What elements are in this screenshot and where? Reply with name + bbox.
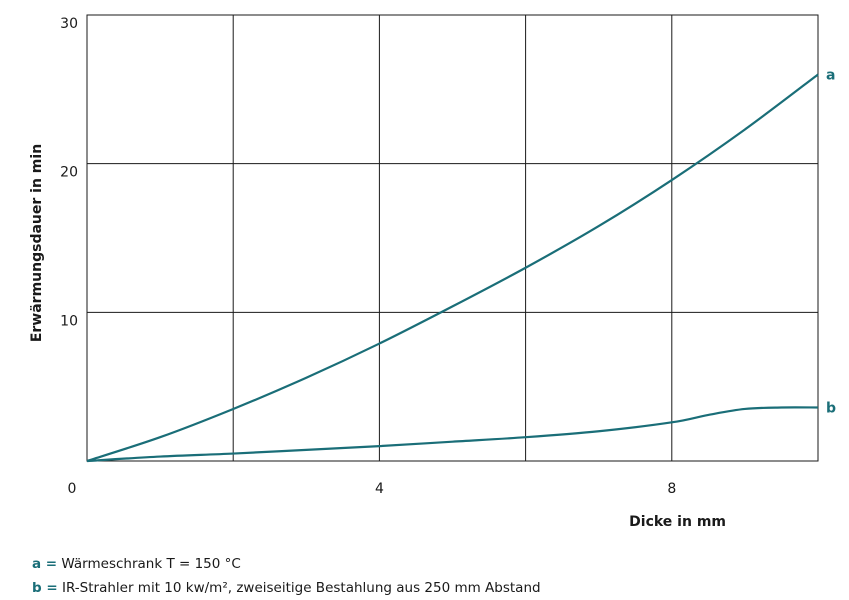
y-tick-labels: 10 20 30 [60, 16, 78, 329]
x-tick-label: 0 [68, 481, 77, 497]
legend-text-a: Wärmeschrank T = 150 °C [61, 556, 241, 572]
legend-item-b: b = IR-Strahler mit 10 kw/m², zweiseitig… [32, 580, 541, 596]
legend-key-b: b = [32, 580, 58, 596]
x-tick-label: 4 [375, 481, 384, 497]
series-line-a [86, 73, 819, 463]
x-axis-title: Dicke in mm [629, 514, 726, 530]
legend-key-a: a = [32, 556, 58, 572]
y-tick-label: 10 [60, 313, 78, 329]
legend-text-b: IR-Strahler mit 10 kw/m², zweiseitige Be… [61, 580, 541, 596]
legend-item-a: a = Wärmeschrank T = 150 °C [32, 556, 241, 572]
series-label-b: b [826, 400, 836, 416]
series-label-a: a [826, 67, 835, 83]
x-tick-label: 8 [667, 481, 676, 497]
grid [86, 14, 819, 462]
series-labels: ab [826, 67, 836, 416]
y-tick-label: 20 [60, 165, 78, 181]
series-lines [86, 73, 819, 463]
y-tick-label: 30 [60, 16, 78, 32]
series-line-b [86, 406, 819, 463]
x-tick-labels: 0 4 8 [68, 481, 677, 497]
plot-frame [86, 14, 819, 462]
y-axis-title: Erwärmungsdauer in min [29, 144, 45, 342]
